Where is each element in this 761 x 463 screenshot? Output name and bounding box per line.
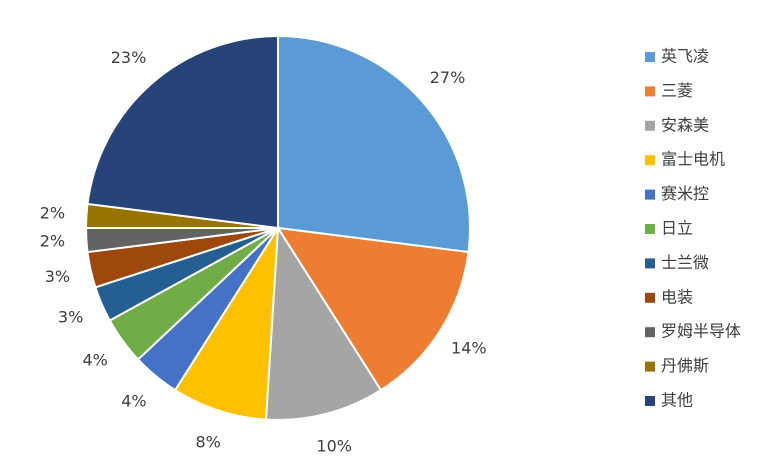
legend-swatch	[645, 292, 655, 303]
pie-slice	[277, 34, 471, 254]
legend-label: 罗姆半导体	[661, 322, 741, 341]
legend-label: 其他	[661, 391, 693, 410]
pie-slice	[86, 34, 279, 230]
legend-swatch	[645, 258, 655, 269]
data-label: 2%	[40, 203, 65, 222]
legend-label: 富士电机	[661, 150, 725, 169]
data-label: 14%	[451, 339, 487, 358]
pie-slice	[173, 227, 279, 421]
legend-label: 英飞凌	[661, 47, 709, 66]
legend-swatch	[645, 52, 655, 62]
legend-swatch	[645, 327, 655, 338]
data-label: 10%	[316, 436, 352, 455]
data-label: 23%	[111, 48, 147, 67]
pie-slice	[276, 226, 470, 392]
legend-swatch	[645, 224, 655, 234]
legend-swatch	[645, 86, 655, 97]
data-label: 27%	[430, 68, 466, 87]
legend-label: 三菱	[661, 81, 693, 100]
data-label: 8%	[195, 432, 220, 451]
data-label: 3%	[45, 267, 70, 286]
legend-swatch	[645, 120, 655, 131]
legend-label: 日立	[661, 219, 693, 238]
legend-label: 丹佛斯	[661, 356, 709, 375]
legend-swatch	[645, 361, 655, 372]
data-label: 4%	[82, 350, 107, 369]
legend-label: 电装	[661, 287, 693, 306]
legend-label: 士兰微	[661, 253, 709, 272]
legend-swatch	[645, 396, 655, 406]
pie-slice	[264, 224, 383, 421]
data-label: 2%	[40, 232, 65, 251]
legend-label: 安森美	[661, 115, 709, 134]
legend-swatch	[645, 155, 655, 166]
data-label: 3%	[58, 307, 83, 326]
legend-label: 赛米控	[661, 184, 709, 203]
data-label: 4%	[121, 392, 146, 411]
legend-swatch	[645, 189, 655, 200]
